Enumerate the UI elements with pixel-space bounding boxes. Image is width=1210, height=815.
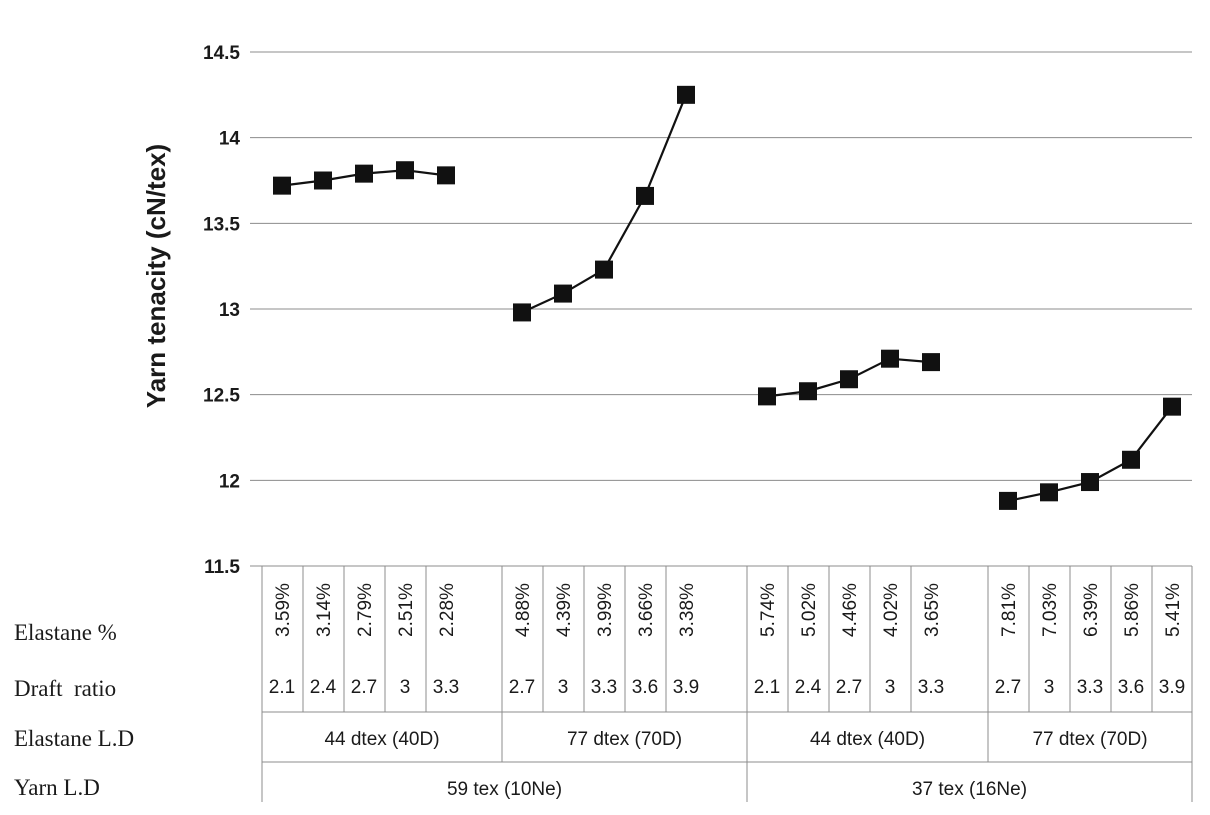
data-series: [273, 85, 1181, 510]
y-tick-label: 12.5: [203, 386, 240, 407]
elastane-pct-label: 3.65%: [922, 583, 943, 637]
elastane-pct-label: 6.39%: [1081, 583, 1102, 637]
series-line: [521, 94, 688, 314]
elastane-pct-label: 4.46%: [840, 583, 861, 637]
draft-ratio-label: 2.7: [351, 677, 377, 698]
data-point: [922, 353, 940, 372]
data-point: [799, 382, 817, 401]
draft-ratio-label: 2.4: [310, 677, 337, 698]
data-point: [355, 164, 373, 183]
data-point: [1122, 450, 1140, 469]
elastane-pct-label: 5.02%: [799, 583, 820, 637]
elastane-pct-label: 3.14%: [314, 583, 335, 637]
draft-ratio-label: 2.4: [795, 677, 822, 698]
elastane-pct-label: 3.59%: [273, 583, 294, 637]
elastane-pct-label: 5.74%: [758, 583, 779, 637]
data-point: [513, 303, 531, 322]
data-point: [273, 176, 291, 195]
elastane-ld-label: 77 dtex (70D): [1032, 729, 1147, 750]
data-point: [554, 284, 572, 303]
data-point: [677, 85, 695, 104]
elastane-pct-label: 3.66%: [636, 583, 657, 637]
y-tick-label: 13.5: [203, 214, 240, 235]
draft-ratio-label: 3.3: [918, 677, 944, 698]
draft-ratio-label: 3.6: [1118, 677, 1144, 698]
elastane-pct-label: 5.86%: [1122, 583, 1143, 637]
draft-ratio-label: 2.7: [836, 677, 862, 698]
y-tick-label: 14.5: [203, 43, 240, 64]
draft-ratio-label: 2.1: [269, 677, 295, 698]
data-point: [437, 166, 455, 185]
y-tick-label: 14: [219, 129, 241, 150]
y-tick-label: 12: [219, 471, 240, 492]
data-point: [314, 171, 332, 190]
draft-ratio-label: 3.3: [591, 677, 617, 698]
draft-ratio-label: 3: [1044, 677, 1055, 698]
data-point: [595, 260, 613, 279]
category-table: 3.59% 3.14% 2.79% 2.51% 2.28% 2.1 2.4 2.7 3 3.3 44…: [261, 566, 1193, 802]
y-tick-label: 13: [219, 300, 240, 321]
elastane-pct-label: 2.28%: [437, 583, 458, 637]
elastane-pct-label: 7.03%: [1040, 583, 1061, 637]
draft-ratio-label: 3.3: [1077, 677, 1103, 698]
draft-ratio-label: 3.3: [433, 677, 459, 698]
gridlines: [250, 51, 1192, 567]
row-label: Draft ratio: [14, 676, 116, 701]
data-point: [840, 370, 858, 389]
row-label: Elastane L.D: [14, 726, 134, 751]
elastane-ld-label: 44 dtex (40D): [324, 729, 439, 750]
data-point: [999, 491, 1017, 510]
draft-ratio-label: 2.7: [995, 677, 1021, 698]
data-point: [1081, 473, 1099, 492]
yarn-ld-label: 37 tex (16Ne): [912, 779, 1027, 800]
data-point: [636, 186, 654, 205]
y-tick-labels: 11.5 12 12.5 13 13.5 14 14.5: [203, 43, 240, 578]
draft-ratio-label: 3.9: [673, 677, 699, 698]
elastane-ld-label: 77 dtex (70D): [567, 729, 682, 750]
elastane-pct-label: 4.88%: [513, 583, 534, 637]
elastane-ld-label: 44 dtex (40D): [810, 729, 925, 750]
draft-ratio-label: 3: [885, 677, 896, 698]
elastane-pct-label: 2.51%: [396, 583, 417, 637]
draft-ratio-label: 2.7: [509, 677, 535, 698]
row-label: Elastane %: [14, 620, 117, 645]
y-tick-label: 11.5: [204, 557, 240, 578]
elastane-pct-label: 3.38%: [677, 583, 698, 637]
yarn-ld-label: 59 tex (10Ne): [447, 779, 562, 800]
draft-ratio-label: 2.1: [754, 677, 780, 698]
data-point: [396, 161, 414, 180]
data-point: [1040, 483, 1058, 502]
data-point: [1163, 397, 1181, 416]
elastane-pct-label: 2.79%: [355, 583, 376, 637]
draft-ratio-label: 3: [558, 677, 569, 698]
data-point: [758, 387, 776, 406]
elastane-pct-label: 5.41%: [1163, 583, 1184, 637]
row-label: Yarn L.D: [14, 775, 100, 800]
elastane-pct-label: 4.39%: [554, 583, 575, 637]
draft-ratio-label: 3.6: [632, 677, 658, 698]
draft-ratio-label: 3.9: [1159, 677, 1185, 698]
elastane-pct-label: 7.81%: [999, 583, 1020, 637]
data-point: [881, 349, 899, 368]
elastane-pct-label: 4.02%: [881, 583, 902, 637]
row-labels: Elastane % Draft ratio Elastane L.D Yarn L.…: [14, 620, 134, 800]
y-axis-label: Yarn tenacity (cN/tex): [141, 144, 171, 408]
elastane-pct-label: 3.99%: [595, 583, 616, 637]
draft-ratio-label: 3: [400, 677, 411, 698]
